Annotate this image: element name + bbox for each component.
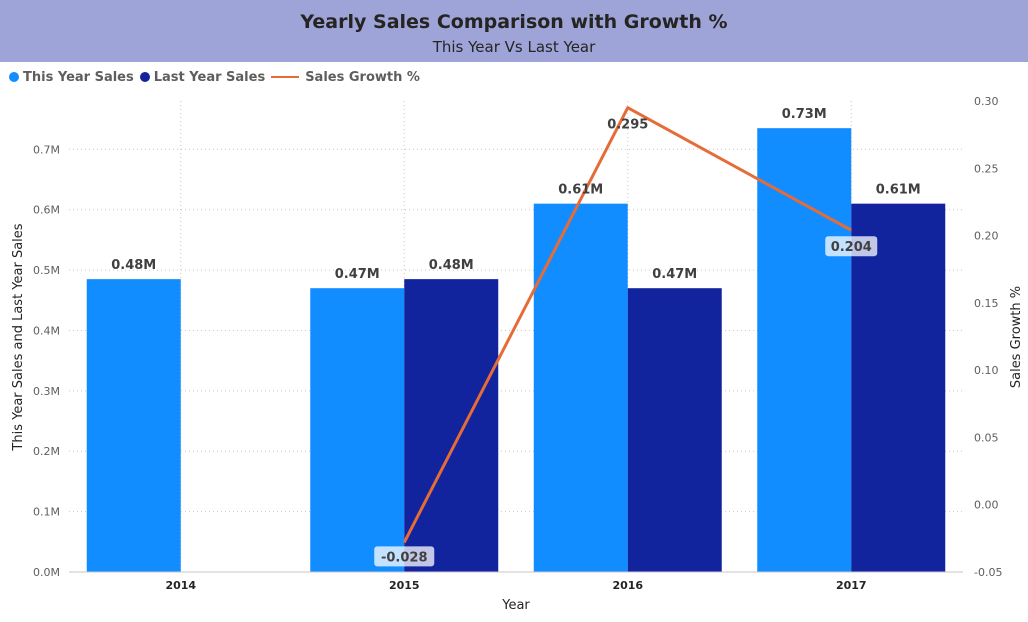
x-tick-label: 2017 (836, 579, 867, 592)
data-label-growth: 0.295 (607, 118, 648, 133)
legend-item-last-year[interactable]: Last Year Sales (139, 69, 266, 85)
chart-header: Yearly Sales Comparison with Growth % Th… (0, 0, 1028, 62)
legend-this-year-label: This Year Sales (23, 69, 134, 85)
data-label-last-year: 0.48M (429, 258, 474, 273)
growth-label-bg (374, 546, 435, 567)
y2-tick-label: 0.25 (974, 162, 999, 175)
bar-this-year (533, 203, 628, 572)
y-tick-label: 0.0M (33, 566, 60, 579)
y2-tick-label: 0.30 (974, 95, 999, 108)
data-label-this-year: 0.73M (782, 107, 827, 122)
y-tick-label: 0.7M (33, 143, 60, 156)
bar-this-year (757, 128, 852, 572)
growth-line-path (402, 106, 852, 544)
data-label-growth: 0.204 (831, 240, 872, 255)
legend: This Year Sales Last Year Sales Sales Gr… (9, 68, 426, 86)
chart-subtitle: This Year Vs Last Year (432, 38, 596, 56)
y2-axis-title: Sales Growth % (1009, 286, 1024, 388)
bar-this-year (86, 279, 181, 572)
y-axis-title: This Year Sales and Last Year Sales (11, 223, 26, 451)
legend-growth-label: Sales Growth % (305, 69, 420, 85)
y2-tick-label: 0.05 (974, 431, 999, 444)
data-label-this-year: 0.48M (111, 258, 156, 273)
y2-tick-label: 0.15 (974, 297, 999, 310)
y-tick-label: 0.1M (33, 506, 60, 519)
y-tick-label: 0.3M (33, 385, 60, 398)
x-axis-title: Year (501, 598, 530, 613)
y-tick-label: 0.4M (33, 324, 60, 337)
legend-last-year-label: Last Year Sales (153, 69, 266, 85)
x-tick-label: 2015 (389, 579, 420, 592)
data-labels: 0.48M 0.47M 0.48M 0.61M 0.47M 0.73M 0.61M -0.02… (111, 107, 921, 567)
y-tick-label: 0.5M (33, 264, 60, 277)
data-label-last-year: 0.47M (652, 267, 697, 282)
growth-line (402, 106, 852, 544)
data-label-this-year: 0.47M (335, 267, 380, 282)
legend-item-this-year[interactable]: This Year Sales (9, 70, 134, 85)
legend-growth-marker (271, 76, 300, 78)
y2-tick-label: 0.00 (974, 499, 999, 512)
y-tick-label: 0.6M (33, 204, 60, 217)
y2-tick-label: -0.05 (974, 566, 1002, 579)
bar-last-year (851, 203, 946, 572)
x-tick-label: 2014 (165, 579, 196, 592)
legend-item-growth[interactable]: Sales Growth % (271, 70, 420, 85)
y2-tick-label: 0.10 (974, 364, 999, 377)
data-label-this-year: 0.61M (558, 183, 603, 198)
data-label-growth: -0.028 (381, 550, 428, 565)
y2-tick-label: 0.20 (974, 230, 999, 243)
data-label-last-year: 0.61M (876, 183, 921, 198)
legend-this-year-marker (9, 72, 19, 82)
x-tick-label: 2016 (612, 579, 643, 592)
y-tick-label: 0.2M (33, 445, 60, 458)
bars (86, 128, 946, 572)
bar-last-year (404, 279, 499, 572)
growth-label-bg (825, 236, 878, 257)
axes: 0.0M 0.1M 0.2M 0.3M 0.4M 0.5M 0.6M 0.7M -0.05 0.0… (33, 95, 1002, 592)
chart-title: Yearly Sales Comparison with Growth % (300, 11, 728, 33)
bar-this-year (310, 288, 405, 572)
legend-last-year-marker (139, 72, 150, 82)
bar-last-year (627, 288, 722, 572)
